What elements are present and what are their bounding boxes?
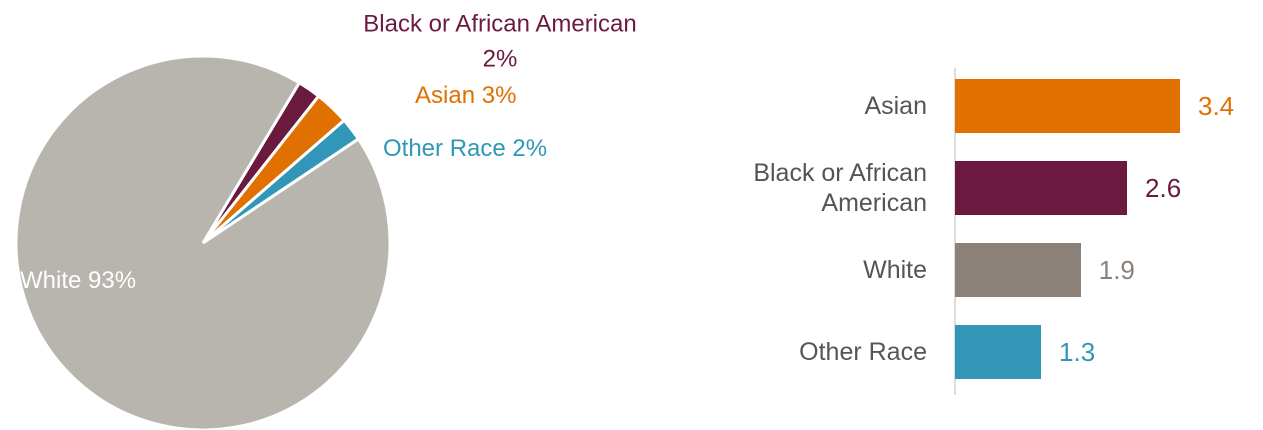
pie-label: Asian 3%: [415, 82, 516, 109]
pie-label-name: White: [20, 267, 81, 294]
value-label: 2.6: [1145, 172, 1182, 203]
pie-label-value: 2%: [483, 45, 518, 72]
bar: [955, 79, 1180, 133]
pie-label-value: 3%: [482, 82, 517, 109]
pie-label-name: Asian: [415, 82, 475, 109]
pie-label-name: Other Race: [383, 135, 506, 162]
pie-label: Other Race 2%: [383, 135, 547, 162]
pie-label-value: 2%: [512, 135, 547, 162]
pie-slice: [14, 54, 392, 430]
value-label: 1.9: [1098, 254, 1135, 285]
category-label: Asian: [864, 92, 927, 120]
bar: [955, 161, 1128, 215]
category-label: Black or African American: [753, 159, 927, 217]
pie-label-name: Black or African American: [363, 10, 636, 37]
pie-label-value: 93%: [88, 267, 136, 294]
category-label: Other Race: [799, 338, 927, 366]
bar: [955, 243, 1081, 297]
value-label: 1.3: [1059, 336, 1096, 367]
value-label: 3.4: [1198, 90, 1235, 121]
pie-label: White 93%: [20, 267, 136, 294]
bar: [955, 325, 1042, 379]
category-label: White: [863, 256, 927, 284]
